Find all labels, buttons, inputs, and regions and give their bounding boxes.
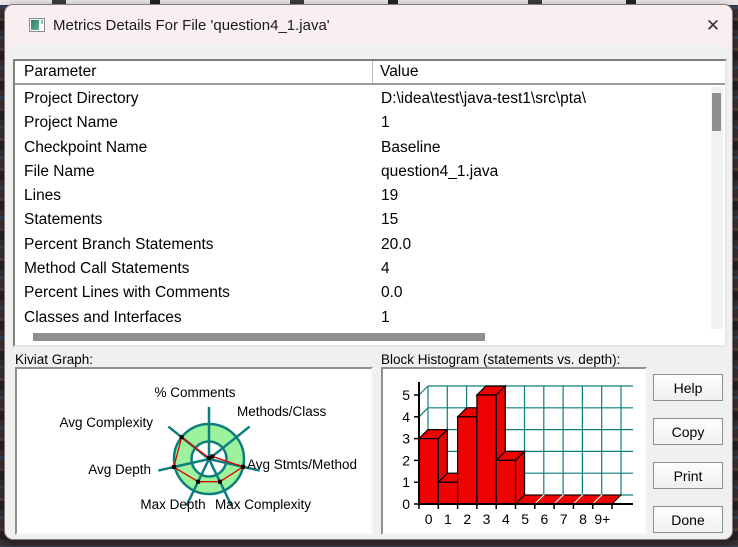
column-header-parameter: Parameter [15,61,373,83]
data-marker [210,454,215,459]
kiviat-graph-box: % Comments Methods/Class Avg Stmts/Method M… [15,367,373,535]
kiviat-graph-label: Kiviat Graph: [15,352,94,367]
bar [456,416,478,505]
axis-label: Methods/Class [237,404,327,419]
param-cell: Checkpoint Name [24,138,148,156]
y-tick-label: 0 [402,496,410,512]
axis-label: % Comments [154,385,235,400]
data-marker [179,435,184,440]
param-cell: Method Call Statements [24,260,190,278]
axis-label: Avg Stmts/Method [247,457,357,472]
horizontal-scrollbar-thumb[interactable] [33,333,485,341]
y-tick-label: 3 [402,431,410,447]
table-row[interactable]: Statements 15 [15,208,709,232]
value-cell: 20.0 [381,235,412,253]
value-cell: D:\idea\test\java-test1\src\pta\ [381,90,587,107]
table-row[interactable]: File Name question4_1.java [15,160,709,184]
x-tick-label: 6 [541,511,549,527]
y-tick-label: 1 [402,474,410,490]
vertical-scrollbar[interactable] [711,87,723,329]
value-cell: 1 [381,114,390,132]
app-icon [29,18,45,32]
param-cell: File Name [24,162,95,180]
table-header: Parameter Value [15,61,725,85]
block-histogram-box: 0 1 2 3 4 5 0 1 2 3 4 5 6 7 8 9+ [381,367,647,535]
data-polygon [173,436,245,483]
table-body: Project Directory D:\idea\test\java-test… [15,87,709,329]
data-marker [241,464,246,469]
table-row[interactable]: Checkpoint Name Baseline [15,136,709,160]
axis-label: Avg Depth [88,462,151,477]
y-tick-label: 4 [402,409,410,425]
bar [418,437,439,505]
x-tick-label: 5 [521,511,529,527]
y-tick-label: 5 [402,387,410,403]
table-row[interactable]: Percent Branch Statements 20.0 [15,233,709,257]
vertical-scrollbar-thumb[interactable] [712,93,721,131]
table-row[interactable]: Percent Lines with Comments 0.0 [15,281,709,305]
param-cell: Project Name [24,114,118,132]
print-button[interactable]: Print [653,462,723,489]
axis-label: Avg Complexity [59,415,153,430]
data-marker [217,479,222,484]
x-tick-label: 8 [579,511,587,527]
horizontal-scrollbar[interactable] [17,331,709,343]
param-cell: Classes and Interfaces [24,308,182,326]
bar [495,459,517,505]
data-marker [207,455,211,460]
y-tick-label: 2 [402,452,410,468]
param-cell: Percent Lines with Comments [24,284,230,302]
param-cell: Lines [24,187,62,205]
data-marker [171,465,176,470]
done-button[interactable]: Done [653,506,723,533]
table-row[interactable]: Classes and Interfaces 1 [15,306,709,329]
value-cell: Baseline [381,138,441,156]
metrics-details-dialog: Metrics Details For File 'question4_1.ja… [4,4,733,540]
bar [437,481,459,505]
table-row[interactable]: Project Directory D:\idea\test\java-test… [15,87,709,111]
param-cell: Percent Branch Statements [24,235,214,253]
bar [476,394,497,505]
value-cell: 4 [381,260,390,278]
close-icon[interactable]: ✕ [705,15,721,35]
x-tick-label: 7 [560,511,568,527]
value-cell: 1 [381,308,390,326]
value-cell: 19 [381,187,399,205]
axis-label: Max Depth [140,497,205,512]
table-row[interactable]: Method Call Statements 4 [15,257,709,281]
spoke [158,457,210,472]
spoke [208,425,251,460]
dialog-title: Metrics Details For File 'question4_1.ja… [53,17,330,34]
x-tick-label: 2 [463,511,471,527]
spoke [208,457,260,472]
table-row[interactable]: Project Name 1 [15,111,709,135]
copy-button[interactable]: Copy [653,418,723,445]
value-cell: question4_1.java [381,162,499,180]
value-cell: 15 [381,211,399,229]
value-cell: 0.0 [381,284,403,302]
column-header-value: Value [380,63,419,80]
x-tick-label: 1 [444,511,452,527]
param-cell: Statements [24,211,103,229]
title-bar: Metrics Details For File 'question4_1.ja… [5,5,732,46]
data-marker [196,479,201,484]
block-histogram-label: Block Histogram (statements vs. depth): [381,352,621,367]
x-tick-label: 9+ [594,511,610,527]
x-tick-label: 0 [425,511,433,527]
x-tick-label: 4 [502,511,510,527]
metrics-table: Parameter Value Project Directory D:\ide… [13,59,727,347]
help-button[interactable]: Help [653,374,723,401]
x-tick-label: 3 [483,511,491,527]
table-row[interactable]: Lines 19 [15,184,709,208]
axis-label: Max Complexity [215,497,311,512]
param-cell: Project Directory [24,90,139,107]
background-artifacts [0,0,738,5]
